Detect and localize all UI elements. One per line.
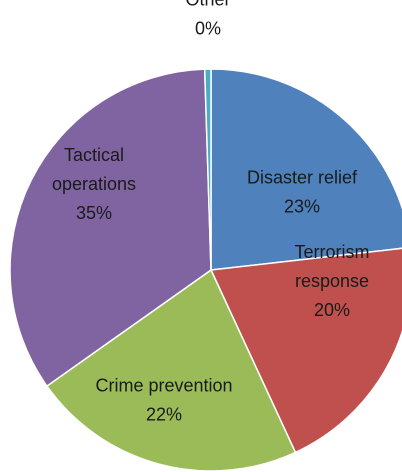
slice-name: response [295, 271, 369, 291]
slice-percent: 20% [314, 300, 350, 320]
slice-percent: 0% [195, 19, 221, 39]
slice-percent: 23% [284, 197, 320, 217]
pie-labels: Disaster relief 23% Terrorism response 20% Cr… [52, 0, 370, 425]
slice-name: Crime prevention [95, 376, 232, 396]
slice-label-terrorism-response: Terrorism response 20% [295, 242, 370, 320]
slice-label-disaster-relief: Disaster relief 23% [247, 168, 358, 217]
pie-slice-tactical-operations [9, 68, 212, 388]
pie-slices [9, 68, 402, 472]
slice-name: Tactical [64, 145, 124, 165]
slice-percent: 22% [146, 405, 182, 425]
slice-name: Other [185, 0, 230, 10]
slice-name: operations [52, 174, 136, 194]
slice-label-crime-prevention: Crime prevention 22% [95, 376, 232, 425]
slice-label-tactical-operations: Tactical operations 35% [52, 145, 136, 223]
pie-slice-terrorism-response [209, 247, 402, 454]
pie-slice-crime-prevention [45, 268, 297, 472]
pie-slice-other [203, 68, 212, 271]
slice-percent: 35% [76, 203, 112, 223]
slice-name: Disaster relief [247, 168, 358, 188]
slice-label-other: Other 0% [185, 0, 230, 39]
slice-name: Terrorism [295, 242, 370, 262]
pie-slice-disaster-relief [210, 68, 402, 271]
